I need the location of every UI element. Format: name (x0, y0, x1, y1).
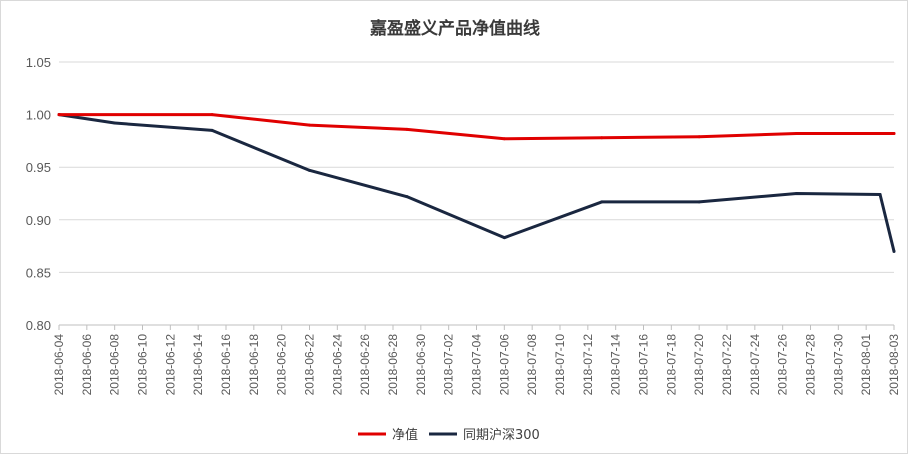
x-tick-label: 2018-07-04 (470, 334, 484, 396)
x-tick-label: 2018-07-16 (637, 334, 651, 396)
data-point (113, 121, 117, 125)
x-tick-label: 2018-06-14 (191, 334, 205, 396)
data-point (697, 135, 701, 139)
data-point (795, 132, 799, 136)
data-point (57, 113, 61, 117)
x-tick-label: 2018-06-12 (163, 334, 177, 396)
x-tick-label: 2018-07-18 (664, 334, 678, 396)
data-point (210, 128, 214, 132)
x-tick-label: 2018-06-18 (247, 334, 261, 396)
x-tick-label: 2018-07-26 (776, 334, 790, 396)
data-point (502, 236, 506, 240)
x-tick-label: 2018-06-04 (52, 334, 66, 396)
y-tick-label: 1.00 (26, 108, 51, 123)
legend: 净值 同期沪深300 (358, 427, 540, 443)
data-point (405, 127, 409, 131)
x-tick-label: 2018-06-16 (219, 334, 233, 396)
y-tick-label: 0.85 (26, 265, 51, 280)
x-tick-label: 2018-07-12 (581, 334, 595, 396)
y-tick-label: 0.80 (26, 318, 51, 333)
legend-label: 同期沪深300 (463, 427, 540, 443)
x-tick-label: 2018-08-01 (859, 334, 873, 396)
legend-label: 净值 (392, 427, 418, 443)
data-point (600, 136, 604, 140)
x-tick-label: 2018-07-24 (748, 334, 762, 396)
x-tick-label: 2018-06-26 (358, 334, 372, 396)
grid-layer (59, 61, 894, 273)
x-tick-label: 2018-06-08 (108, 334, 122, 396)
data-point (892, 132, 896, 136)
x-tick-label: 2018-07-20 (692, 334, 706, 396)
x-tick-label: 2018-07-14 (609, 334, 623, 396)
data-point (405, 195, 409, 199)
series-line-nav (57, 113, 896, 141)
chart-title: 嘉盈盛义产品净值曲线 (369, 18, 540, 39)
x-tick-label: 2018-07-06 (497, 334, 511, 396)
data-point (795, 192, 799, 195)
x-tick-label: 2018-06-20 (275, 334, 289, 396)
x-tick-label: 2018-08-03 (887, 334, 901, 396)
data-point (308, 123, 311, 127)
data-point (210, 113, 214, 117)
data-point (600, 200, 604, 204)
data-point (878, 193, 882, 197)
data-point (502, 137, 506, 141)
y-tick-label: 1.05 (26, 55, 51, 70)
x-tick-label: 2018-07-02 (442, 334, 456, 396)
x-tick-label: 2018-06-10 (136, 334, 150, 396)
series-layer (57, 113, 896, 253)
data-point (892, 249, 896, 253)
x-tick-label: 2018-06-06 (80, 334, 94, 396)
x-tick-label: 2018-07-08 (525, 334, 539, 396)
x-tick-label: 2018-07-22 (720, 334, 734, 396)
data-point (308, 168, 311, 172)
y-tick-label: 0.95 (26, 160, 51, 175)
y-tick-label: 0.90 (26, 213, 51, 228)
x-tick-label: 2018-07-10 (553, 334, 567, 396)
x-tick-label: 2018-06-28 (386, 334, 400, 396)
x-tick-label: 2018-07-28 (804, 334, 818, 396)
x-tick-label: 2018-06-22 (303, 334, 317, 396)
x-tick-label: 2018-06-24 (330, 334, 344, 396)
data-point (697, 200, 701, 204)
x-tick-label: 2018-07-30 (831, 334, 845, 396)
axis-layer: 0.80 0.85 0.90 0.95 1.00 1.05 2018-06-04 2018-0… (26, 55, 901, 395)
x-tick-label: 2018-06-30 (414, 334, 428, 396)
